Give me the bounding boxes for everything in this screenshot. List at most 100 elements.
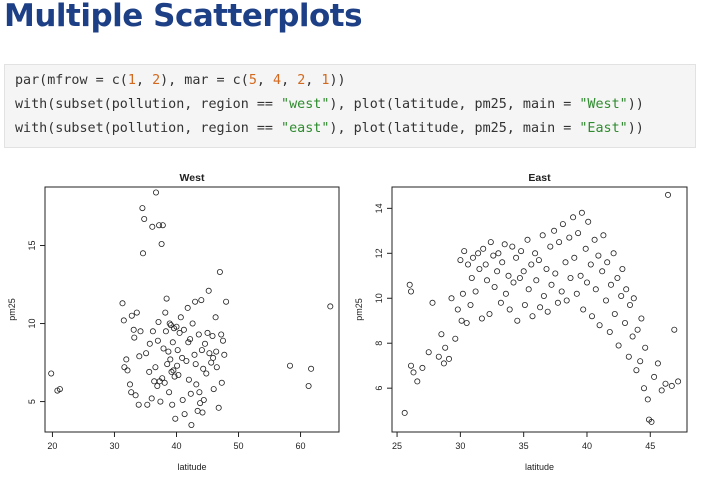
slide-title: Multiple Scatterplots — [4, 0, 363, 34]
data-point — [120, 317, 127, 324]
data-point — [48, 370, 55, 377]
data-point — [604, 259, 611, 266]
data-point — [490, 252, 497, 259]
data-point — [176, 329, 183, 336]
scatterplot-panel: West 20 30 40 50 60 5 10 15 latitude pm25 — [7, 172, 340, 472]
data-point — [584, 279, 591, 286]
data-point — [675, 378, 682, 385]
code-string: "West" — [579, 97, 628, 112]
code-text: )) — [329, 73, 346, 88]
data-point — [165, 348, 172, 355]
data-point — [589, 313, 596, 320]
data-point — [528, 261, 535, 268]
data-point — [543, 266, 550, 273]
data-point — [591, 236, 598, 243]
data-point — [495, 250, 502, 257]
data-point — [516, 275, 523, 282]
data-point — [468, 275, 475, 282]
y-tick-label: 10 — [374, 293, 384, 303]
data-point — [662, 380, 669, 387]
x-axis-label: latitude — [177, 462, 206, 472]
data-point — [603, 297, 610, 304]
data-point — [633, 367, 640, 374]
data-point — [193, 381, 200, 388]
plot-area: West 20 30 40 50 60 5 10 15 latitude pm25 East 25 30 3… — [0, 162, 701, 493]
data-point — [205, 287, 212, 294]
code-text: with(subset(pollution, region == — [15, 97, 282, 112]
data-point — [438, 331, 445, 338]
data-point — [171, 373, 178, 380]
data-point — [587, 261, 594, 268]
code-text: , — [256, 73, 273, 88]
data-point — [157, 398, 164, 405]
data-point — [215, 404, 222, 411]
data-point — [131, 334, 138, 341]
data-point — [185, 376, 192, 383]
code-number: 1 — [321, 73, 330, 88]
data-point — [218, 379, 225, 386]
data-point — [180, 326, 187, 333]
code-text: par(mfrow = c( — [15, 73, 128, 88]
data-point — [459, 290, 466, 297]
data-point — [286, 362, 293, 369]
data-point — [166, 389, 173, 396]
data-point — [458, 317, 465, 324]
y-tick-label: 15 — [27, 241, 37, 251]
data-point — [457, 257, 464, 264]
data-point — [651, 373, 658, 380]
data-point — [210, 386, 217, 393]
data-point — [305, 382, 312, 389]
data-point — [194, 407, 201, 414]
data-point — [606, 328, 613, 335]
data-point — [197, 400, 204, 407]
y-tick-label: 12 — [374, 248, 384, 258]
data-point — [551, 227, 558, 234]
data-point — [401, 409, 408, 416]
code-string: "west" — [281, 97, 330, 112]
data-point — [554, 299, 561, 306]
data-point — [658, 387, 665, 394]
data-point — [121, 364, 128, 371]
code-text: ), plot(latitude, pm25, main = — [329, 121, 580, 136]
data-point — [308, 365, 315, 372]
data-point — [629, 333, 636, 340]
data-point — [510, 279, 517, 286]
data-point — [539, 232, 546, 239]
code-text: )) — [627, 97, 644, 112]
data-point — [637, 358, 644, 365]
data-point — [414, 378, 421, 385]
x-tick-label: 25 — [392, 441, 402, 451]
data-point — [159, 375, 166, 382]
data-point — [562, 259, 569, 266]
data-point — [623, 286, 630, 293]
data-point — [654, 360, 661, 367]
data-point — [212, 314, 219, 321]
data-point — [509, 243, 516, 250]
data-point — [188, 421, 195, 428]
data-point — [634, 326, 641, 333]
data-point — [200, 365, 207, 372]
data-point — [204, 329, 211, 336]
data-point — [219, 337, 226, 344]
data-point — [187, 390, 194, 397]
data-point — [185, 339, 192, 346]
y-tick-label: 10 — [27, 319, 37, 329]
data-point — [582, 245, 589, 252]
data-point — [615, 342, 622, 349]
data-point — [192, 361, 199, 368]
code-line: with(subset(pollution, region == "west")… — [15, 97, 644, 112]
data-point — [139, 205, 146, 212]
data-point — [196, 389, 203, 396]
data-point — [163, 295, 170, 302]
data-point — [448, 295, 455, 302]
code-number: 1 — [127, 73, 136, 88]
data-point — [199, 409, 206, 416]
data-point — [143, 350, 150, 357]
data-point — [571, 254, 578, 261]
data-point — [198, 347, 205, 354]
data-point — [494, 268, 501, 275]
data-point — [189, 320, 196, 327]
data-point — [179, 396, 186, 403]
data-point — [567, 275, 574, 282]
data-point — [505, 272, 512, 279]
